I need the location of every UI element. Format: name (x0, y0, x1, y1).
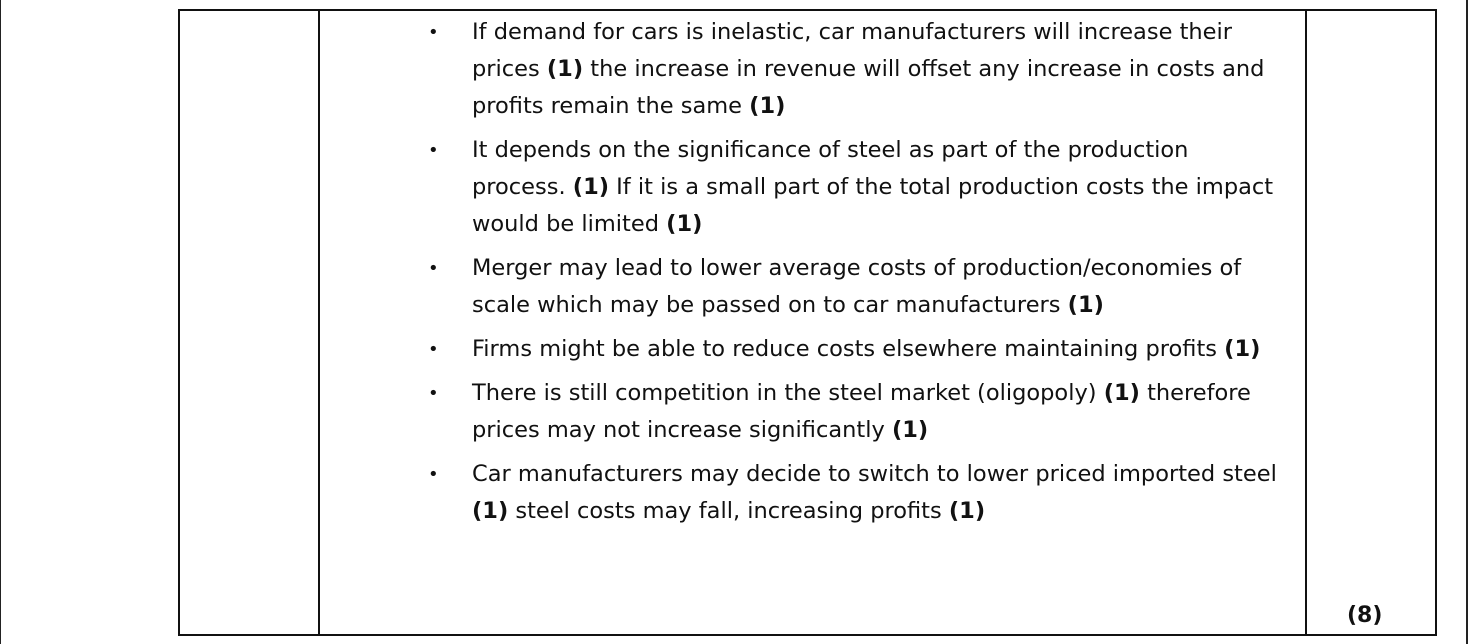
answer-point: • Firms might be able to reduce costs els… (320, 331, 1305, 368)
mark-label: (1) (572, 174, 610, 200)
page-edge-right (1466, 0, 1468, 644)
point-text: There is still competition in the steel … (472, 380, 1104, 406)
answer-point: • Merger may lead to lower average costs … (320, 250, 1305, 324)
bullet-icon: • (428, 140, 439, 161)
mark-label: (1) (1103, 380, 1140, 406)
bullet-icon: • (428, 22, 439, 43)
answer-point: • If demand for cars is inelastic, car ma… (320, 14, 1305, 125)
bullet-icon: • (428, 464, 439, 485)
bullet-icon: • (428, 258, 439, 279)
total-marks: (8) (1347, 603, 1383, 628)
bullet-icon: • (428, 383, 439, 404)
point-text: If demand for cars is inelastic, car man… (472, 19, 1232, 82)
mark-label: (1) (1067, 292, 1104, 318)
point-text: Firms might be able to reduce costs else… (472, 336, 1225, 362)
mark-label: (1) (891, 417, 929, 443)
point-text: the increase in revenue will offset any … (472, 56, 1265, 119)
column-divider-right (1305, 11, 1307, 634)
answer-point: • Car manufacturers may decide to switch … (320, 456, 1305, 530)
column-divider-left (318, 11, 320, 634)
mark-label: (1) (666, 211, 703, 237)
answer-cell: • If demand for cars is inelastic, car ma… (320, 11, 1305, 634)
point-text: If it is a small part of the total produ… (472, 174, 1274, 237)
markscheme-table: • If demand for cars is inelastic, car ma… (178, 9, 1437, 636)
marks-cell: (8) (1307, 11, 1435, 634)
mark-label: (1) (948, 498, 986, 524)
point-text: steel costs may fall, increasing profits (508, 498, 949, 524)
point-text: It depends on the significance of steel … (472, 137, 1189, 200)
mark-label: (1) (1224, 336, 1261, 362)
answer-point: • There is still competition in the steel… (320, 375, 1305, 449)
mark-label: (1) (472, 498, 509, 524)
answer-point: • It depends on the significance of steel… (320, 132, 1305, 243)
mark-label: (1) (546, 56, 584, 82)
point-text: Merger may lead to lower average costs o… (472, 255, 1242, 318)
page-edge-left (0, 0, 1, 644)
answer-bullet-list: • If demand for cars is inelastic, car ma… (320, 14, 1305, 537)
mark-label: (1) (749, 93, 786, 119)
point-text: therefore prices may not increase signif… (472, 380, 1251, 443)
point-text: Car manufacturers may decide to switch t… (472, 461, 1277, 487)
bullet-icon: • (428, 339, 439, 360)
